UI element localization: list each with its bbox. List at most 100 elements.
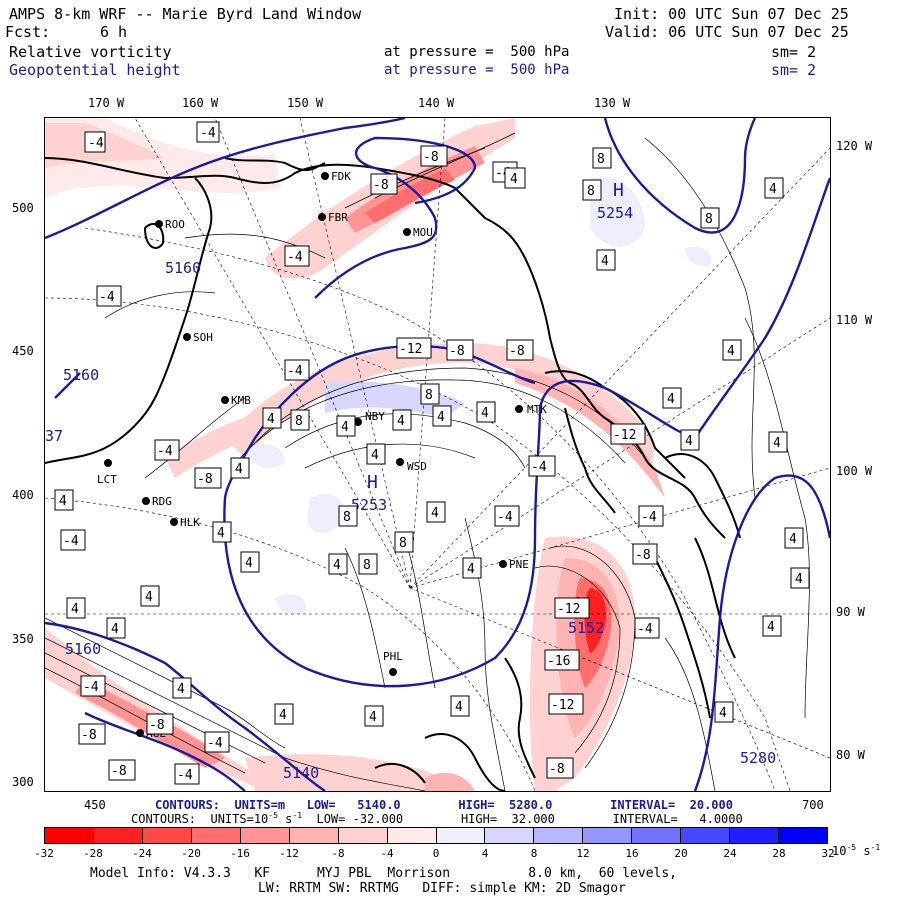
svg-text:4: 4 — [111, 622, 119, 637]
station-label-kmb: KMB — [231, 394, 251, 407]
vorticity-label-box: -4 — [80, 675, 106, 697]
svg-text:4: 4 — [371, 448, 379, 463]
colorbar-tick-label: -32 — [34, 847, 54, 860]
vorticity-label-box: -8 — [446, 339, 474, 361]
vorticity-label-box: 4 — [212, 521, 232, 543]
svg-text:-12: -12 — [613, 428, 636, 443]
vorticity-label-box: -4 — [634, 617, 660, 639]
vorticity-label-box: -4 — [84, 131, 106, 153]
vorticity-label-box: -4 — [196, 121, 220, 143]
vorticity-label-box: 4 — [392, 409, 412, 431]
svg-text:-12: -12 — [557, 602, 580, 617]
vorticity-label-box: 4 — [106, 617, 126, 639]
high-center-marker: H — [367, 472, 378, 493]
vorticity-label-box: 4 — [328, 553, 348, 575]
vorticity-label-box: -4 — [638, 505, 664, 527]
vorticity-label-box: 4 — [262, 407, 282, 429]
vorticity-label-box: -8 — [420, 145, 448, 167]
colorbar-tick-label: -20 — [181, 847, 201, 860]
vorticity-labels: -4 -4 -8 -8 -4 -4 -4 -12 -8 -8 -4 -4 -8 … — [54, 121, 810, 785]
lon-label-170w: 170 W — [88, 96, 125, 110]
colorbar-swatch — [632, 828, 682, 843]
colorbar-tick-label: -8 — [331, 847, 345, 860]
colorbar-swatch — [289, 828, 339, 843]
colorbar-tick-label: 8 — [530, 847, 538, 860]
grid-tick-300: 300 — [12, 775, 34, 789]
station-label-fdk: FDK — [331, 170, 351, 183]
lon-label-80w: 80 W — [836, 748, 865, 762]
colorbar-swatch — [534, 828, 584, 843]
vorticity-label-box: 4 — [714, 701, 734, 723]
svg-text:-12: -12 — [399, 342, 422, 357]
svg-text:4: 4 — [510, 172, 518, 187]
colorbar-swatch — [436, 828, 486, 843]
vorticity-label-box: 4 — [662, 387, 682, 409]
vorticity-label-box: 8 — [394, 531, 414, 553]
init-time: Init: 00 UTC Sun 07 Dec 25 — [614, 5, 849, 23]
station-label-rdg: RDG — [152, 495, 172, 508]
station-label-wsd: WSD — [407, 460, 427, 473]
svg-text:4: 4 — [217, 526, 225, 541]
grid-tick-350: 350 — [12, 632, 34, 646]
svg-text:4: 4 — [71, 602, 79, 617]
field1-smoothing: sm= 2 — [771, 43, 817, 61]
station-labels: FDK FBR MOU ROO SOH KMB NBY WSD MTK LCT … — [97, 170, 547, 740]
vorticity-colorbar — [44, 827, 828, 844]
vorticity-label-box: -8 — [146, 713, 174, 735]
grid-tick-450: 450 — [12, 344, 34, 358]
colorbar-swatch — [240, 828, 290, 843]
field2-name: Geopotential height — [9, 61, 181, 79]
svg-text:-4: -4 — [637, 622, 653, 637]
colorbar-tick-label: 24 — [723, 847, 737, 860]
vorticity-label-box: 4 — [762, 615, 782, 637]
vorticity-label-box: -12 — [610, 423, 646, 445]
svg-text:-8: -8 — [549, 762, 565, 777]
vorticity-label-box: 4 — [722, 339, 742, 361]
vorticity-shading — [45, 118, 665, 791]
vorticity-label-box: -12 — [396, 337, 432, 359]
svg-text:4: 4 — [235, 462, 243, 477]
vorticity-label-box: 4 — [366, 443, 386, 465]
svg-text:-4: -4 — [157, 444, 173, 459]
station-label-phl: PHL — [383, 650, 403, 663]
vorticity-label-box: -8 — [370, 173, 398, 195]
vorticity-label-box: -8 — [194, 467, 222, 489]
colorbar-tick-label: 28 — [772, 847, 786, 860]
forecast-hour: 6 h — [100, 23, 128, 41]
height-label-5160-a: 5160 — [165, 259, 201, 277]
svg-text:-4: -4 — [531, 460, 547, 475]
vorticity-label-box: -4 — [60, 529, 86, 551]
station-label-fbr: FBR — [328, 211, 348, 224]
field2-level: at pressure = 500 hPa — [384, 62, 570, 78]
vorticity-label-box: 4 — [336, 415, 356, 437]
lon-label-120w: 120 W — [836, 139, 873, 153]
station-label-nby: NBY — [365, 410, 385, 423]
colorbar-tick-label: 12 — [576, 847, 590, 860]
height-label-5160-b: 5160 — [63, 366, 99, 384]
svg-text:4: 4 — [431, 506, 439, 521]
vorticity-label-box: 8 — [358, 553, 378, 575]
station-label-lct: LCT — [97, 473, 117, 486]
vorticity-label-box: 4 — [784, 527, 804, 549]
field2-smoothing: sm= 2 — [771, 61, 817, 79]
colorbar-swatch — [93, 828, 143, 843]
vorticity-label-box: -4 — [96, 285, 122, 307]
colorbar-swatch — [45, 828, 94, 843]
lon-label-150w: 150 W — [287, 96, 324, 110]
colorbar-tick-label: 16 — [625, 847, 639, 860]
height-label-5253: 5253 — [351, 496, 387, 514]
vorticity-label-box: -4 — [204, 731, 230, 753]
colorbar-tick-label: -28 — [83, 847, 103, 860]
vorticity-label-box: 8 — [290, 409, 310, 431]
vorticity-label-box: 4 — [426, 501, 446, 523]
height-label-5152: 5152 — [568, 619, 604, 637]
vorticity-label-box: -4 — [494, 505, 520, 527]
vorticity-label-box: -12 — [548, 693, 584, 715]
svg-text:4: 4 — [177, 682, 185, 697]
height-label-5254: 5254 — [597, 204, 633, 222]
model-info-physics: LW: RRTM SW: RRTMG DIFF: simple KM: 2D S… — [258, 881, 626, 896]
vorticity-label-box: -4 — [284, 245, 310, 267]
vorticity-label-box: 4 — [764, 177, 784, 199]
svg-text:4: 4 — [719, 706, 727, 721]
lon-label-160w: 160 W — [182, 96, 219, 110]
